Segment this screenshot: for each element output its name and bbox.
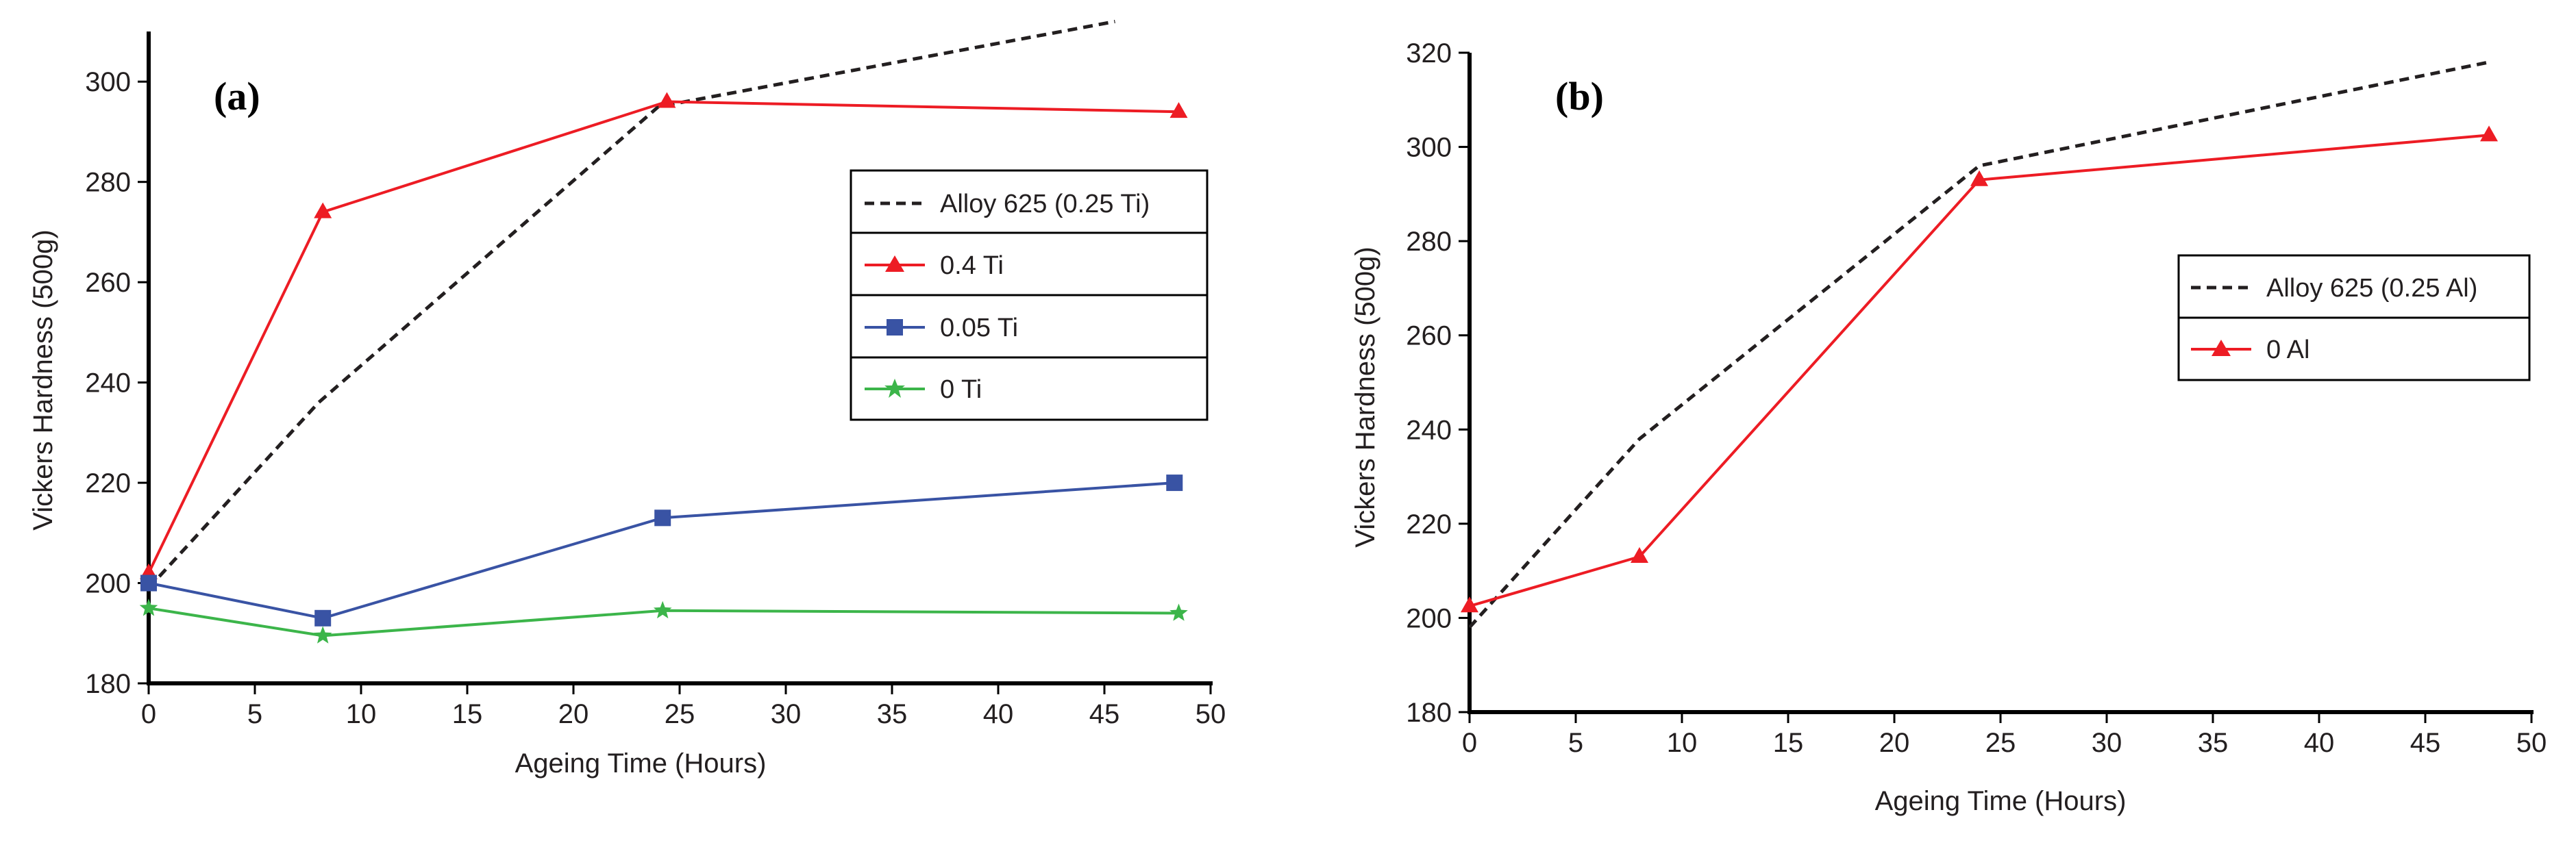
panel-a-x-tick-label: 25 xyxy=(665,699,695,729)
panel-a-x-tick-label: 5 xyxy=(247,699,262,729)
panel-b-y-axis-label: Vickers Hardness (500g) xyxy=(1350,246,1380,547)
panel-a-x-tick-label: 45 xyxy=(1089,699,1120,729)
panel-a-y-tick-label: 260 xyxy=(85,268,131,298)
panel-a-legend: Alloy 625 (0.25 Ti) 0.4 Ti 0.05 Ti 0 Ti xyxy=(850,169,1209,421)
panel-a-series-line-0 xyxy=(147,19,1115,590)
panel-b-legend-label: 0 Al xyxy=(2266,336,2309,364)
panel-a-y-tick-label: 180 xyxy=(85,669,131,699)
panel-a-data-point xyxy=(658,92,676,108)
panel-a-data-point xyxy=(1169,603,1188,621)
panel-b-x-axis-label: Ageing Time (Hours) xyxy=(1875,786,2127,816)
panel-a-y-tick-label: 220 xyxy=(85,468,131,498)
panel-a-legend-label: 0 Ti xyxy=(940,375,982,404)
panel-a-label: (a) xyxy=(214,74,260,118)
panel-b-y-tick-label: 240 xyxy=(1406,415,1452,445)
panel-a-series-line-2 xyxy=(148,481,1175,620)
panel-b-x-tick-label: 40 xyxy=(2304,728,2335,758)
panel-b-x-tick-label: 25 xyxy=(1985,728,2016,758)
panel-a-y-tick-label: 280 xyxy=(85,168,131,198)
panel-a-y-tick-label: 240 xyxy=(85,368,131,399)
panel-a-y-tick-label: 300 xyxy=(85,67,131,97)
panel-b-y-tick-label: 200 xyxy=(1406,603,1452,633)
panel-b-x-tick-label: 0 xyxy=(1462,728,1477,758)
panel-b-legend-item-alloy-625: Alloy 625 (0.25 Al) xyxy=(2191,274,2477,303)
panel-a-x-tick-label: 35 xyxy=(877,699,908,729)
panel-a-x-axis-label: Ageing Time (Hours) xyxy=(515,748,767,779)
panel-a-data-point xyxy=(139,598,158,616)
panel-a-x-tick-label: 10 xyxy=(346,699,377,729)
panel-b-series-line-0 xyxy=(1468,60,2490,629)
panel-a-data-point xyxy=(314,202,332,218)
panel-b-legend-item-0-al: 0 Al xyxy=(2191,336,2309,364)
panel-b-x-tick-label: 15 xyxy=(1773,728,1804,758)
panel-a-series-line-1 xyxy=(147,100,1179,574)
panel-b-y-tick-label: 260 xyxy=(1406,321,1452,351)
panel-b-x-tick-label: 5 xyxy=(1568,728,1583,758)
chart-panel-b: 0 5 10 15 20 25 30 35 40 45 50 180 200 220 240 260 280 30… xyxy=(1350,38,2547,816)
panel-a-legend-label: 0.4 Ti xyxy=(940,251,1004,280)
panel-b-legend-label: Alloy 625 (0.25 Al) xyxy=(2266,274,2477,303)
panel-a-data-point xyxy=(654,509,671,527)
panel-b-y-tick-label: 180 xyxy=(1406,698,1452,728)
panel-a-legend-label: Alloy 625 (0.25 Ti) xyxy=(940,190,1150,218)
panel-b-data-point xyxy=(1461,596,1478,613)
panel-a-data-point xyxy=(1169,102,1188,118)
panel-b-y-tick-label: 280 xyxy=(1406,227,1452,257)
panel-b-y-tick-label: 320 xyxy=(1406,38,1452,68)
panel-b-x-tick-label: 50 xyxy=(2516,728,2547,758)
panel-a-x-tick-label: 20 xyxy=(558,699,589,729)
star-marker-icon xyxy=(884,379,905,398)
panel-a-legend-item-alloy-625: Alloy 625 (0.25 Ti) xyxy=(865,190,1150,218)
panel-b-label: (b) xyxy=(1555,74,1604,118)
panel-b-series-line-1 xyxy=(1469,134,2490,608)
panel-a-legend-item-0-4-ti: 0.4 Ti xyxy=(865,251,1004,280)
panel-b-x-tick-label: 30 xyxy=(2092,728,2122,758)
panel-b-x-tick-label: 20 xyxy=(1879,728,1910,758)
panel-a-data-point xyxy=(314,609,332,627)
panel-a-data-point xyxy=(653,601,672,619)
panel-b-y-tick-label: 220 xyxy=(1406,509,1452,540)
panel-a-x-tick-label: 40 xyxy=(983,699,1014,729)
panel-b-x-tick-label: 10 xyxy=(1667,728,1698,758)
panel-b-data-point xyxy=(1631,547,1648,564)
triangle-marker-icon xyxy=(2212,340,2231,356)
panel-a-legend-label: 0.05 Ti xyxy=(940,314,1018,342)
panel-a-x-tick-label: 15 xyxy=(452,699,483,729)
triangle-marker-icon xyxy=(885,255,904,272)
panel-b-y-tick-label: 300 xyxy=(1406,133,1452,163)
panel-a-series-line-3 xyxy=(148,607,1179,637)
panel-a-y-tick-label: 200 xyxy=(85,569,131,599)
panel-a-legend-item-0-05-ti: 0.05 Ti xyxy=(865,314,1018,342)
panel-b-data-point xyxy=(1970,170,1988,186)
panel-b-data-point xyxy=(2480,125,2498,142)
panel-a-data-point xyxy=(1166,475,1183,492)
panel-a-x-tick-label: 30 xyxy=(771,699,802,729)
panel-a-legend-item-0-ti: 0 Ti xyxy=(865,375,982,404)
square-marker-icon xyxy=(887,319,903,336)
panel-a-y-axis-label: Vickers Hardness (500g) xyxy=(28,229,58,530)
panel-b-x-tick-label: 35 xyxy=(2198,728,2229,758)
panel-b-legend: Alloy 625 (0.25 Al) 0 Al xyxy=(2177,254,2531,381)
panel-a-x-tick-label: 0 xyxy=(141,699,156,729)
panel-a-data-point xyxy=(313,626,332,644)
chart-panel-a: 0 5 10 15 20 25 30 35 40 45 50 180 200 220 240 260 280 30… xyxy=(28,19,1226,779)
panel-a-x-tick-label: 50 xyxy=(1196,699,1226,729)
panel-a-data-point xyxy=(140,574,157,592)
panel-b-x-tick-label: 45 xyxy=(2410,728,2441,758)
